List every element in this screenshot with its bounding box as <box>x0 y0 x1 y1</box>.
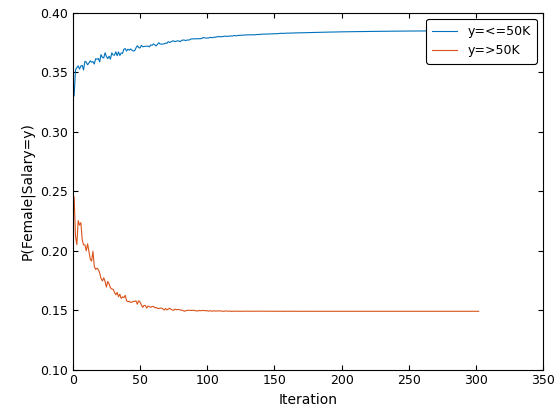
y=>50K <box>353 309 360 314</box>
y=<=50K <box>71 93 77 98</box>
y=<=50K <box>352 29 358 34</box>
Line: y=<=50K: y=<=50K <box>74 31 479 96</box>
y=<=50K <box>399 29 405 34</box>
y=>50K <box>454 309 460 314</box>
y=<=50K <box>455 28 462 33</box>
y=>50K <box>400 309 407 314</box>
y=<=50K <box>201 35 208 40</box>
y=>50K <box>475 309 482 314</box>
X-axis label: Iteration: Iteration <box>278 393 338 407</box>
y=<=50K <box>452 28 459 33</box>
y=<=50K <box>475 28 482 33</box>
Y-axis label: P(Female|Salary=y): P(Female|Salary=y) <box>20 122 35 260</box>
y=>50K <box>456 309 463 314</box>
y=>50K <box>71 194 77 200</box>
y=>50K <box>201 308 208 313</box>
y=>50K <box>228 309 235 314</box>
Legend: y=<=50K, y=>50K: y=<=50K, y=>50K <box>426 19 537 63</box>
Line: y=>50K: y=>50K <box>74 197 479 312</box>
y=>50K <box>443 309 450 314</box>
y=<=50K <box>442 28 449 33</box>
